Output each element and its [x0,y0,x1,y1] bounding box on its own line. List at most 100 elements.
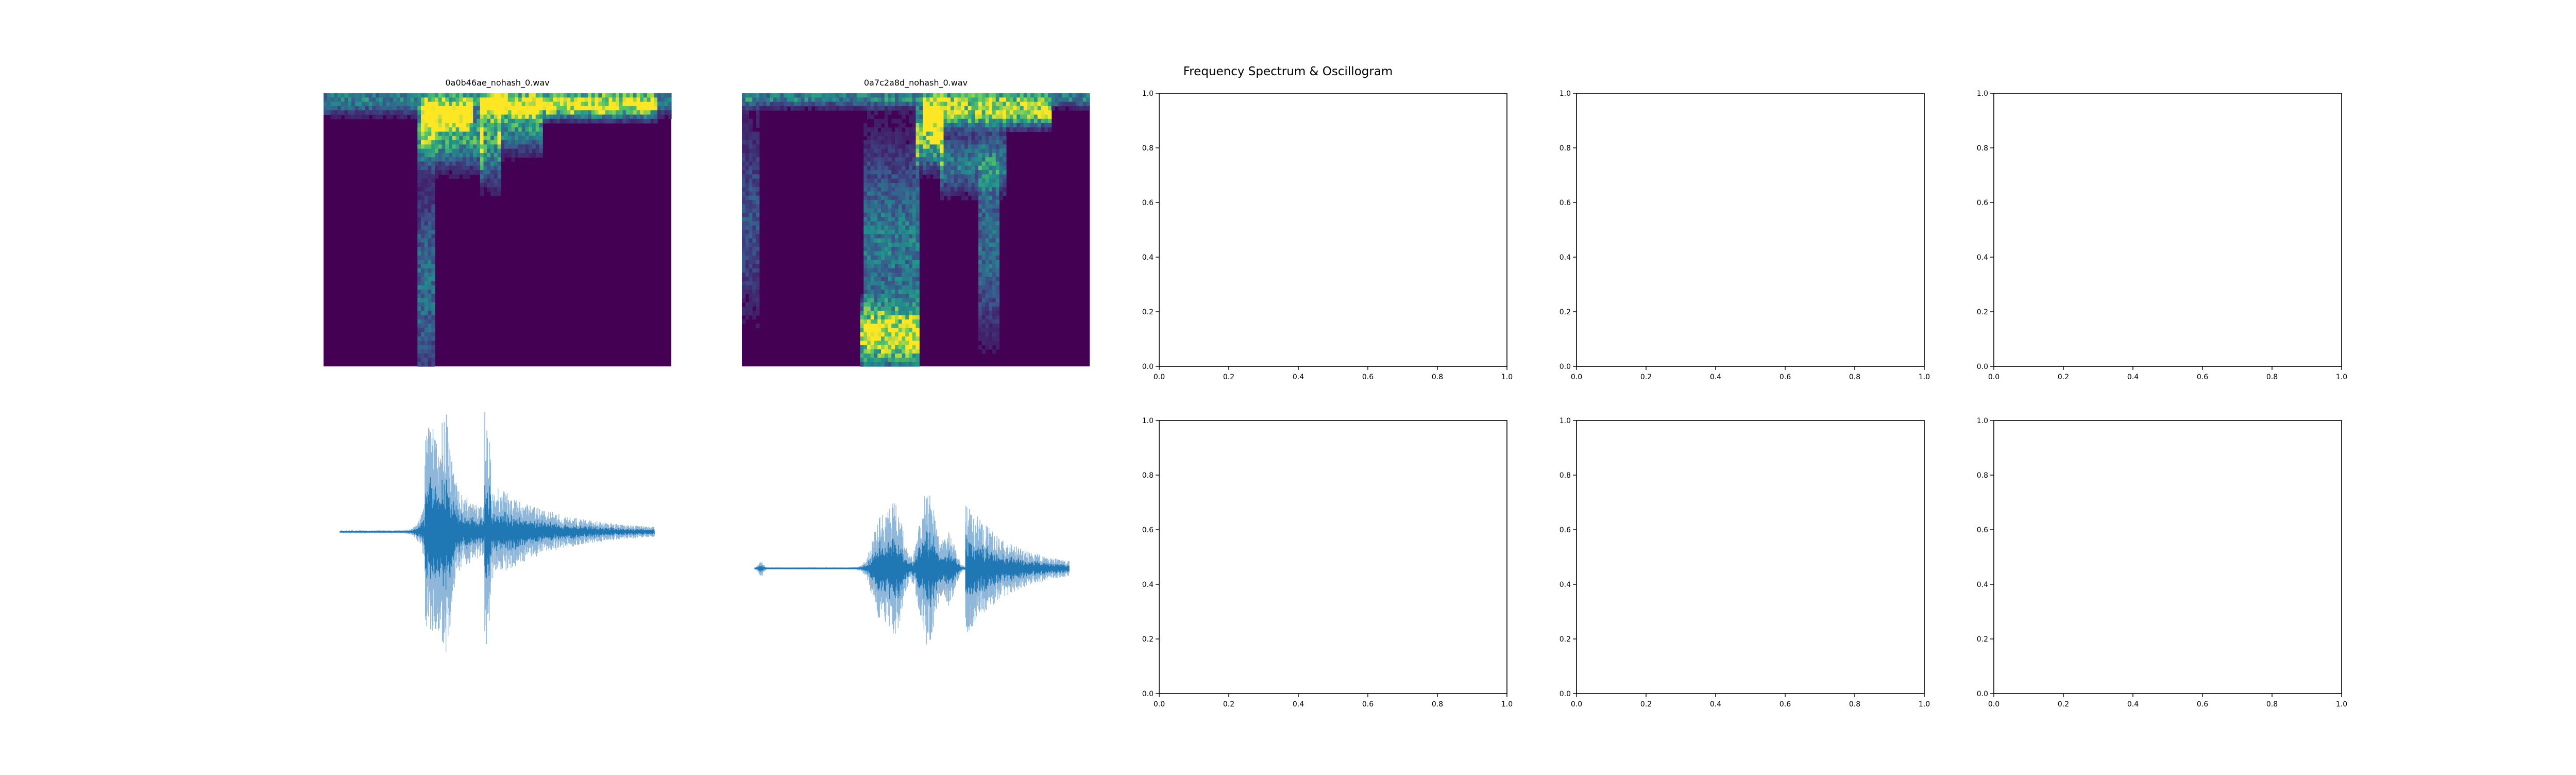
spectrogram-cell [529,114,533,120]
spectrogram-cell [898,285,903,290]
y-tick-label: 0.2 [1560,635,1571,644]
spectrogram-cell [905,212,909,217]
spectrogram-cell [957,144,961,149]
spectrogram-cell [902,294,906,299]
spectrogram-cell [992,247,996,252]
spectrogram-cell [989,114,993,120]
spectrogram-cell [902,362,906,367]
spectrogram-cell [431,187,435,192]
x-tick-label: 0.8 [1849,700,1860,709]
spectrogram-cell [895,157,899,162]
spectrogram-cell [466,127,470,132]
spectrogram-cell [532,106,536,111]
x-tick-label: 0.2 [1640,700,1652,709]
spectrogram-cell [334,97,338,103]
spectrogram-cell [622,106,626,111]
spectrogram-cell [1065,102,1070,107]
spectrogram-cell [742,272,746,277]
spectrogram-cell [410,102,415,107]
spectrogram-cell [424,341,429,346]
spectrogram-cell [891,298,895,303]
spectrogram-cell [992,230,996,234]
spectrogram-cell [466,144,470,149]
spectrogram-cell [916,324,920,329]
spectrogram-cell [992,319,996,324]
spectrogram-cell [382,102,387,107]
spectrogram-cell [424,307,429,311]
spectrogram-cell [752,157,756,162]
spectrogram-cell [995,272,1000,277]
spectrogram-cell [1009,106,1014,111]
spectrogram-cell [424,358,429,363]
spectrogram-cell [487,119,491,124]
spectrogram-cell [895,353,899,359]
spectrogram-cell [334,114,338,120]
spectrogram-cell [867,230,871,234]
spectrogram-cell [602,110,606,115]
spectrogram-cell [386,102,390,107]
spectrogram-cell [483,123,487,128]
spectrogram-cell [968,110,972,115]
spectrogram-cell [410,97,415,103]
spectrogram-cell [909,285,913,290]
spectrogram-cell [745,161,750,166]
spectrogram-cell [421,170,425,175]
spectrogram-cell [756,174,760,179]
spectrogram-cell [919,144,923,149]
spectrogram-cell [909,332,913,337]
spectrogram-cell [749,106,753,111]
spectrogram-cell [895,131,899,137]
spectrogram-cell [619,93,623,98]
spectrogram-cell [881,97,885,103]
spectrogram-cell [664,102,668,107]
spectrogram-cell [477,114,481,120]
spectrogram-cell [874,336,878,341]
spectrogram-cell [473,114,477,120]
spectrogram-cell [891,268,895,273]
spectrogram-cell [428,208,432,213]
spectrogram-cell [341,97,345,103]
spectrogram-cell [417,157,421,162]
spectrogram-cell [926,97,930,103]
spectrogram-cell [877,225,882,230]
spectrogram-cell [431,264,435,269]
spectrogram-cell [912,119,917,124]
spectrogram-cell [964,157,969,162]
spectrogram-cell [884,234,889,239]
spectrogram-cell [525,97,529,103]
spectrogram-cell [961,178,965,183]
spectrogram-cell [902,110,906,115]
spectrogram-cell [525,102,529,107]
spectrogram-cell [424,272,429,277]
spectrogram-cell [372,97,376,103]
spectrogram-cell [964,123,969,128]
spectrogram-cell [428,277,432,281]
spectrogram-cell [957,114,961,120]
spectrogram-cell [466,153,470,158]
spectrogram-cell [989,242,993,247]
spectrogram-cell [487,102,491,107]
spectrogram-cell [483,153,487,158]
spectrogram-cell [863,153,868,158]
spectrogram-cell [888,230,892,234]
spectrogram-cell [525,136,529,141]
spectrogram-cell [863,264,868,269]
spectrogram-cell [981,238,986,243]
spectrogram-cell [588,93,592,98]
spectrogram-cell [633,106,637,111]
spectrogram-cell [919,102,923,107]
spectrogram-cell [888,285,892,290]
spectrogram-cell [978,234,982,239]
spectrogram-cell [507,153,512,158]
spectrogram-cell [916,307,920,311]
spectrogram-cell [912,259,917,264]
spectrogram-cell [905,157,909,162]
spectrogram-cell [839,102,843,107]
spectrogram-cell [518,119,522,124]
spectrogram-cell [992,178,996,183]
spectrogram-cell [1037,110,1042,115]
spectrogram-cell [846,97,850,103]
spectrogram-cell [888,208,892,213]
spectrogram-cell [916,208,920,213]
spectrogram-cell [435,174,439,179]
